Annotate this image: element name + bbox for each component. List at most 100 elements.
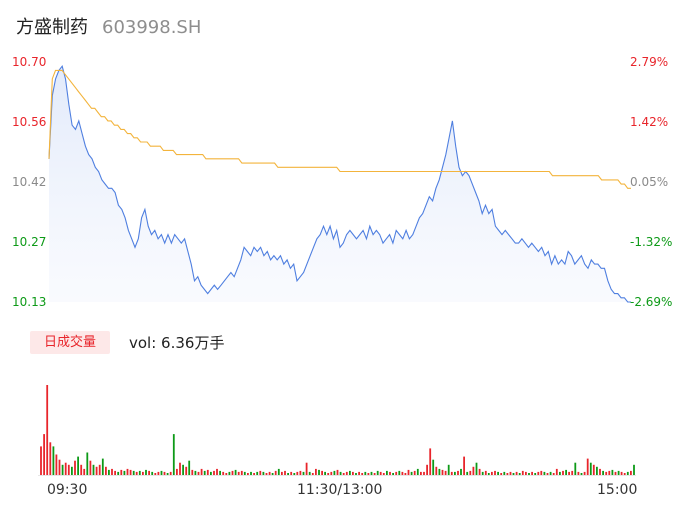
volume-bar <box>382 473 385 475</box>
volume-bar <box>367 473 370 475</box>
pct-tick-label-upper: 1.42% <box>630 115 669 129</box>
volume-bar <box>305 462 308 475</box>
volume-bar <box>92 464 95 475</box>
volume-bar <box>342 473 345 475</box>
price-tick-label-lower: 10.27 <box>12 235 47 249</box>
volume-bar <box>537 471 540 475</box>
volume-bar <box>228 471 231 475</box>
volume-bar <box>185 466 188 475</box>
volume-bar <box>358 471 360 475</box>
volume-bar <box>318 469 320 475</box>
volume-bar <box>268 471 271 475</box>
time-label-close: 15:00 <box>597 482 638 498</box>
volume-bar <box>148 470 150 475</box>
volume-bar <box>515 471 518 475</box>
volume-bar <box>43 434 45 475</box>
time-label-open: 09:30 <box>47 482 88 498</box>
volume-bar <box>129 469 132 475</box>
volume-bar <box>577 471 580 475</box>
volume-bar <box>633 464 635 475</box>
volume-bar <box>574 462 577 475</box>
volume-bar <box>410 471 413 475</box>
volume-bar <box>333 470 336 475</box>
volume-bar <box>262 471 265 475</box>
volume-bar <box>61 464 64 475</box>
volume-bar <box>213 470 215 475</box>
volume-bar <box>117 471 120 475</box>
volume-bar <box>463 456 465 475</box>
price-tick-label-high: 10.70 <box>12 55 47 69</box>
volume-bar <box>89 460 92 475</box>
volume-bar <box>101 458 104 475</box>
volume-bar <box>151 471 154 475</box>
volume-bar <box>231 470 234 475</box>
volume-bar <box>138 470 141 475</box>
volume-bar <box>355 473 357 475</box>
volume-bar <box>379 471 382 475</box>
volume-bar <box>491 471 493 475</box>
volume-bar <box>169 471 172 475</box>
volume-bar <box>55 454 58 475</box>
volume-bar <box>339 471 342 475</box>
volume-bar <box>157 471 160 475</box>
volume-tab[interactable]: 日成交量 <box>30 331 110 354</box>
volume-bar <box>518 473 521 475</box>
volume-bar <box>466 471 469 475</box>
volume-bar <box>512 473 515 475</box>
volume-bar <box>404 473 407 475</box>
volume-bar <box>481 471 484 475</box>
volume-bar <box>429 448 432 475</box>
volume-bar <box>472 466 475 475</box>
volume-bar <box>49 442 52 475</box>
time-label-midday: 11:30/13:00 <box>297 482 383 498</box>
volume-bar <box>500 473 503 475</box>
volume-bar <box>135 471 138 475</box>
volume-bar <box>250 471 252 475</box>
volume-bar <box>364 471 367 475</box>
volume-bar <box>447 464 450 475</box>
volume-bar <box>534 473 537 475</box>
volume-bar <box>188 460 191 475</box>
volume-bar <box>494 470 496 475</box>
volume-bar <box>308 471 311 475</box>
volume-bar <box>324 471 326 475</box>
volume-bar <box>274 470 277 475</box>
volume-bar <box>528 473 530 475</box>
volume-bar <box>531 471 533 475</box>
volume-bar <box>361 473 364 475</box>
volume-bar <box>219 470 221 475</box>
price-line <box>48 64 631 303</box>
volume-bar <box>345 471 348 475</box>
volume-bar <box>114 470 116 475</box>
volume-bar <box>386 470 388 475</box>
volume-bar <box>172 434 175 475</box>
volume-bar <box>46 385 49 475</box>
volume-bar <box>454 471 456 475</box>
volume-bar <box>568 471 570 475</box>
volume-bar <box>58 459 61 475</box>
volume-bar <box>194 470 197 475</box>
volume-bar <box>200 468 203 475</box>
volume-bar <box>256 471 259 475</box>
volume-bar <box>71 466 73 475</box>
volume-bar <box>457 470 459 475</box>
volume-bar <box>74 460 76 475</box>
pct-tick-label-lower: -1.32% <box>630 235 673 249</box>
volume-bar <box>546 473 549 475</box>
volume-bar <box>321 470 323 475</box>
volume-bar <box>259 470 262 475</box>
volume-bar <box>432 459 435 475</box>
volume-bar <box>336 469 339 475</box>
volume-bar <box>240 470 243 475</box>
volume-bar <box>108 469 110 475</box>
volume-bar <box>395 471 398 475</box>
volume-bar <box>222 471 225 475</box>
volume-bar <box>77 456 79 475</box>
stock-code: 603998.SH <box>102 17 202 38</box>
volume-bar <box>608 470 611 475</box>
volume-bar <box>586 458 589 475</box>
volume-bar <box>478 468 481 475</box>
volume-bar <box>525 471 527 475</box>
volume-bar <box>413 470 416 475</box>
